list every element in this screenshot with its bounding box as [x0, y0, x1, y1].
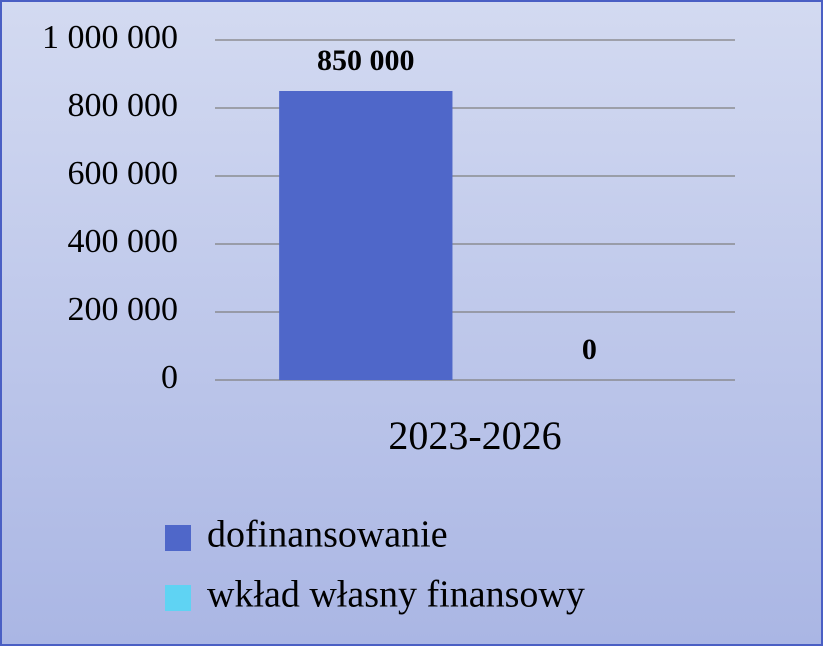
data-label: 850 000 — [317, 44, 415, 77]
legend-label: dofinansowanie — [207, 514, 448, 556]
y-tick-label: 200 000 — [68, 291, 179, 328]
legend-label: wkład własny finansowy — [207, 574, 585, 616]
bar — [279, 91, 453, 380]
x-tick-label: 2023-2026 — [388, 413, 561, 458]
legend-swatch — [165, 585, 191, 611]
y-tick-label: 1 000 000 — [42, 19, 178, 56]
data-label: 0 — [582, 333, 597, 366]
y-tick-label: 600 000 — [68, 155, 179, 192]
legend-swatch — [165, 525, 191, 551]
y-tick-label: 400 000 — [68, 223, 179, 260]
y-tick-label: 800 000 — [68, 87, 179, 124]
y-tick-label: 0 — [161, 359, 178, 396]
